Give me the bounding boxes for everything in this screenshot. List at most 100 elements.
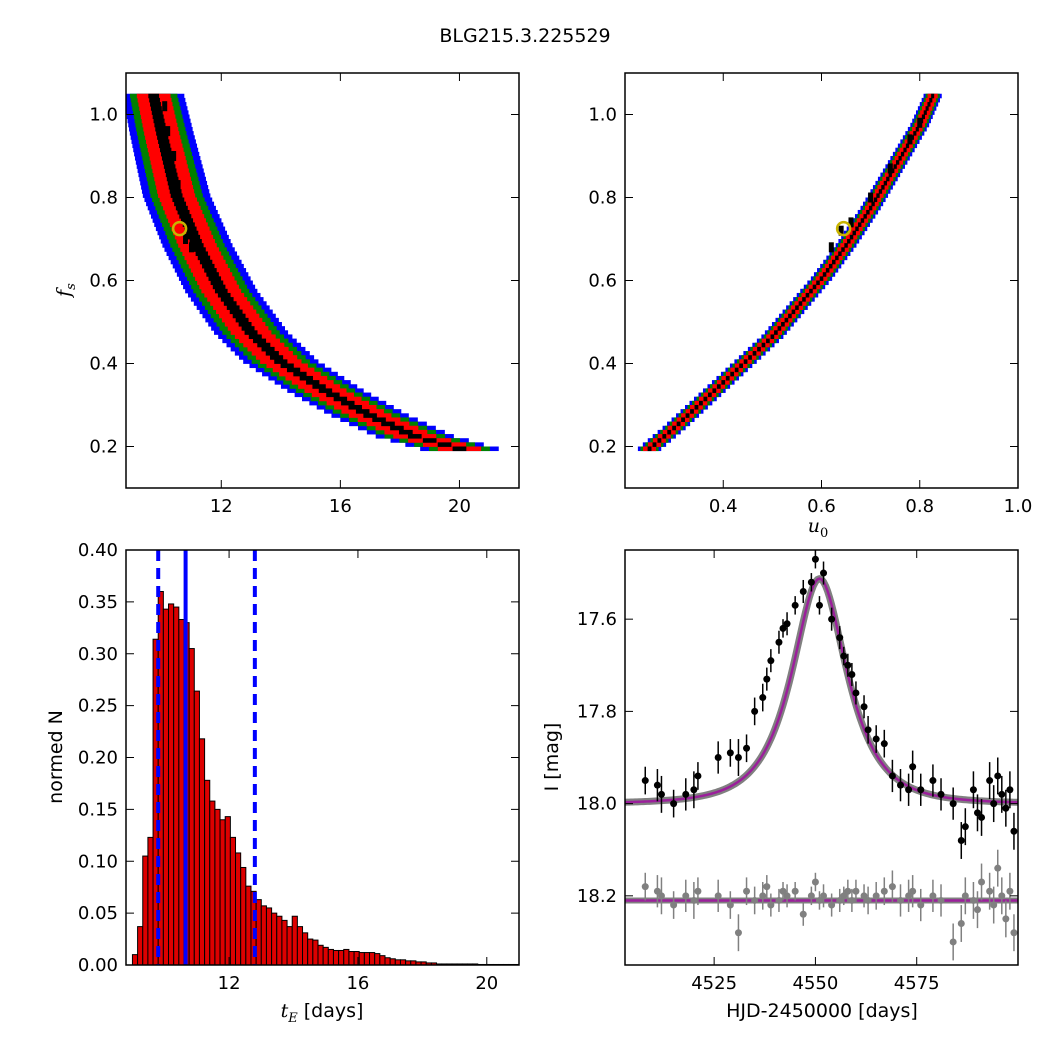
p1-sigma1-cell (229, 309, 243, 315)
p2-ytick-label: 0.6 (588, 271, 617, 292)
data-point (1002, 804, 1010, 812)
data-point (690, 786, 698, 794)
p2-sigma1-cell (781, 322, 785, 327)
p1-sigma1-cell (168, 185, 181, 190)
p2-sigma1-cell (662, 434, 667, 439)
residuals-point (888, 883, 896, 891)
hist-bar (209, 800, 216, 965)
p2-sigma1-cell (657, 438, 662, 443)
p1-sigma1-cell (452, 446, 467, 452)
residuals-point (815, 896, 823, 904)
data-point (1006, 786, 1014, 794)
p2-sigma1-cell (748, 355, 752, 360)
p1-sigma1-cell (191, 243, 204, 248)
hist-bar (317, 944, 324, 965)
p1-sigma1-cell (183, 234, 189, 244)
hist-bar (229, 836, 237, 965)
p2-sigma1-cell (860, 218, 865, 223)
p3-xtick-label: 20 (475, 973, 498, 994)
p1-sigma1-cell (280, 363, 294, 369)
panel-light-curve: 4525 4550 4575 17.6 17.8 18.0 18.2 I [mag] HJD… (541, 549, 1019, 1022)
p1-sigma1-cell (206, 272, 219, 277)
p1-sigma1-cell (170, 193, 183, 198)
p1-sigma1-cell (232, 313, 246, 319)
p1-sigma1-cell (186, 221, 192, 232)
hist-bar (327, 948, 334, 965)
p1-sigma1-cell (269, 355, 284, 360)
data-point (978, 813, 986, 821)
data-point (852, 689, 860, 697)
p3-ylabel: normed N (45, 710, 67, 804)
hist-bar (260, 905, 267, 965)
residuals-point (969, 896, 977, 904)
p2-sigma1-cell (707, 392, 712, 398)
p1-sigma1-cell (154, 122, 166, 128)
p1-ytick-label: 0.4 (89, 354, 118, 375)
p1-sigma1-cell (261, 346, 275, 352)
residuals-point (864, 896, 872, 904)
data-point (641, 777, 649, 785)
data-point (994, 772, 1002, 780)
p1-sigma1-cell (306, 380, 320, 385)
p1-sigma1-cell (226, 305, 240, 310)
p2-sigma1-cell (841, 247, 845, 252)
p1-sigma1-cell (253, 338, 267, 344)
p1-xtick-label: 12 (210, 496, 233, 517)
p1-sigma1-cell (341, 400, 355, 406)
p1-sigma1-cell (217, 292, 231, 298)
p2-sigma1-cell (871, 201, 875, 207)
p1-sigma1-cell (156, 131, 168, 136)
data-point (905, 786, 913, 794)
p2-sigma1-cell (730, 371, 735, 377)
data-point (860, 703, 868, 711)
hist-bar (147, 836, 154, 965)
hist-bar (338, 949, 345, 965)
p2-sigma1-cell (921, 114, 925, 120)
p1-sigma1-cell (166, 176, 179, 182)
p2-xlabel: u0 (808, 515, 829, 541)
p1-sigma1-cell (355, 409, 370, 414)
p2-sigma1-cell (898, 156, 902, 161)
data-point (734, 754, 742, 761)
p3-xlabel-t: t (281, 1000, 289, 1022)
residuals-point (726, 901, 734, 909)
p1-sigma1-cell (165, 126, 171, 137)
p2-xlabel-sub: 0 (820, 526, 828, 541)
p1-sigma1-cell (159, 143, 171, 149)
hist-bar (131, 954, 139, 965)
data-point (791, 601, 799, 609)
residuals-point (734, 929, 742, 937)
p4-ytick-label: 17.8 (577, 701, 617, 722)
p1-sigma1-cell (157, 135, 169, 140)
data-point (1010, 827, 1018, 835)
data-point (779, 624, 787, 632)
p2-sigma1-cell (828, 263, 833, 269)
p1-sigma1-cell (152, 114, 164, 120)
residuals-point (994, 864, 1002, 872)
data-point (767, 657, 775, 665)
p1-sigma1-cell (186, 230, 199, 236)
residuals-point (799, 910, 807, 918)
residuals-point (840, 892, 848, 900)
p2-sigma1-cell (766, 338, 770, 344)
hist-bar (296, 926, 304, 965)
p1-sigma1-cell (162, 101, 168, 112)
p2-sigma1-cell (931, 93, 935, 99)
p2-sigma1-cell (883, 180, 888, 186)
residuals-point (811, 878, 819, 886)
hist-bar (198, 738, 206, 965)
hist-bar (271, 912, 278, 965)
p2-sigma1-cell (770, 334, 775, 339)
residuals-point (949, 938, 957, 946)
p1-sigma1-cell (299, 375, 313, 381)
residuals-point (775, 896, 783, 904)
p2-sigma1-cell (878, 189, 883, 194)
residuals-point (657, 892, 665, 900)
hist-bar (168, 603, 175, 965)
p1-sigma1-cell (248, 334, 262, 339)
p1-heatmap (126, 93, 499, 452)
p2-ytick-label: 0.2 (588, 437, 617, 458)
data-point (714, 754, 722, 761)
residuals-point (929, 892, 937, 900)
p1-sigma1-cell (160, 151, 173, 157)
